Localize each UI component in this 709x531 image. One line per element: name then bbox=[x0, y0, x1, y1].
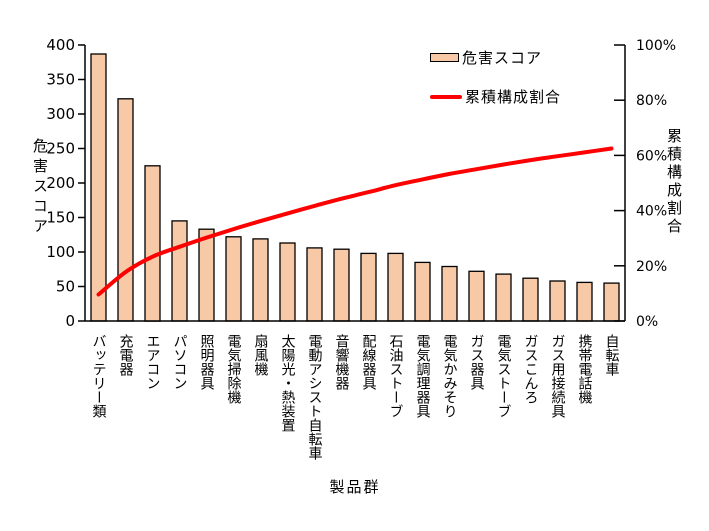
left-axis-tick-label: 150 bbox=[46, 209, 75, 227]
bar-3 bbox=[171, 220, 188, 322]
right-axis-tick-label: 40% bbox=[636, 204, 667, 220]
cumulative-ratio-line bbox=[96, 146, 614, 297]
left-axis-tick-label: 350 bbox=[46, 71, 75, 89]
x-axis-title: 製品群 bbox=[329, 478, 381, 496]
legend-item-hazard-score: 危害スコア bbox=[430, 47, 561, 68]
bar-12 bbox=[414, 261, 431, 322]
bar-15 bbox=[495, 273, 512, 322]
left-axis-tick-label: 400 bbox=[46, 36, 75, 54]
category-label-4: 照明器具 bbox=[198, 334, 215, 390]
left-axis-title: 危害スコア bbox=[31, 138, 49, 238]
bar-11 bbox=[387, 252, 404, 322]
category-label-10: 配線器具 bbox=[360, 334, 377, 390]
category-label-1: 充電器 bbox=[117, 334, 134, 376]
category-label-12: 電気調理器具 bbox=[414, 334, 431, 418]
bar-0 bbox=[90, 53, 107, 322]
category-label-19: 自転車 bbox=[603, 334, 620, 376]
category-label-8: 電動アシスト自転車 bbox=[306, 334, 323, 460]
legend: 危害スコア 累積構成割合 bbox=[430, 47, 561, 107]
left-axis-tick-label: 300 bbox=[46, 105, 75, 123]
right-axis-tick-label: 80% bbox=[636, 93, 667, 109]
left-axis-tick-label: 200 bbox=[46, 174, 75, 192]
bar-1 bbox=[117, 98, 134, 322]
right-axis-tick-label: 20% bbox=[636, 259, 667, 275]
right-axis-tick-label: 60% bbox=[636, 148, 667, 164]
bar-7 bbox=[279, 242, 296, 322]
bar-4 bbox=[198, 228, 215, 322]
bar-18 bbox=[576, 281, 593, 322]
bar-9 bbox=[333, 248, 350, 322]
legend-label-cumulative-ratio: 累積構成割合 bbox=[465, 88, 562, 106]
legend-label-hazard-score: 危害スコア bbox=[462, 49, 543, 67]
category-label-3: パソコン bbox=[171, 334, 188, 390]
left-axis-tick-label: 100 bbox=[46, 243, 75, 261]
left-axis-tick-label: 250 bbox=[46, 140, 75, 158]
category-label-5: 電気掃除機 bbox=[225, 334, 242, 404]
category-label-17: ガス用接続具 bbox=[549, 334, 566, 418]
line-swatch-icon bbox=[430, 94, 462, 99]
category-label-7: 太陽光・熱装置 bbox=[279, 334, 296, 432]
category-label-14: ガス器具 bbox=[468, 334, 485, 390]
category-label-16: ガスこんろ bbox=[522, 334, 539, 404]
bar-19 bbox=[603, 282, 620, 322]
category-label-9: 音響機器 bbox=[333, 334, 350, 390]
left-axis-tick-label: 0 bbox=[65, 312, 75, 330]
bar-swatch-icon bbox=[430, 53, 459, 62]
legend-item-cumulative-ratio: 累積構成割合 bbox=[430, 86, 561, 107]
bar-2 bbox=[144, 165, 161, 322]
bar-10 bbox=[360, 252, 377, 322]
bar-17 bbox=[549, 280, 566, 322]
right-axis-title: 累積構成割合 bbox=[665, 128, 683, 236]
bar-13 bbox=[441, 265, 458, 322]
bar-6 bbox=[252, 238, 269, 322]
category-label-13: 電気かみそり bbox=[441, 334, 458, 418]
left-axis-tick-label: 50 bbox=[56, 278, 75, 296]
category-label-15: 電気ストーブ bbox=[495, 334, 512, 418]
bar-5 bbox=[225, 236, 242, 322]
bar-14 bbox=[468, 270, 485, 322]
bar-8 bbox=[306, 247, 323, 322]
category-label-2: エアコン bbox=[144, 334, 161, 390]
category-label-0: バッテリー類 bbox=[90, 334, 107, 418]
category-label-18: 携帯電話機 bbox=[576, 334, 593, 404]
bar-16 bbox=[522, 277, 539, 322]
category-label-11: 石油ストーブ bbox=[387, 334, 404, 418]
right-axis-tick-label: 0% bbox=[636, 314, 658, 330]
right-axis-tick-label: 100% bbox=[636, 38, 676, 54]
category-label-6: 扇風機 bbox=[252, 334, 269, 376]
